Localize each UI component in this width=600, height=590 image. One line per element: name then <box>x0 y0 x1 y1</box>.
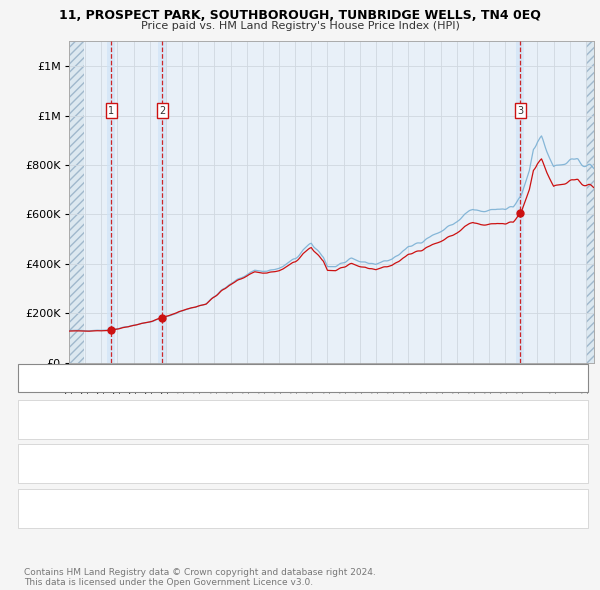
Bar <box>69 41 83 363</box>
Text: 11, PROSPECT PARK, SOUTHBOROUGH, TUNBRIDGE WELLS, TN4 0EQ (detached house): 11, PROSPECT PARK, SOUTHBOROUGH, TUNBRID… <box>78 367 505 377</box>
Text: 11% ↓ HPI: 11% ↓ HPI <box>360 458 419 468</box>
Bar <box>516 41 524 363</box>
Text: 2: 2 <box>29 458 37 468</box>
Text: Price paid vs. HM Land Registry's House Price Index (HPI): Price paid vs. HM Land Registry's House … <box>140 21 460 31</box>
Bar <box>158 41 166 363</box>
Text: ─────: ───── <box>33 379 71 392</box>
Text: ─────: ───── <box>33 365 71 378</box>
Text: 9% ↓ HPI: 9% ↓ HPI <box>360 414 413 424</box>
Text: 18-AUG-1995: 18-AUG-1995 <box>60 414 134 424</box>
Text: 22% ↓ HPI: 22% ↓ HPI <box>360 503 419 513</box>
Text: 11, PROSPECT PARK, SOUTHBOROUGH, TUNBRIDGE WELLS, TN4 0EQ: 11, PROSPECT PARK, SOUTHBOROUGH, TUNBRID… <box>59 9 541 22</box>
Text: 1: 1 <box>29 414 37 424</box>
Text: 3: 3 <box>517 106 523 116</box>
Text: 07-OCT-1998: 07-OCT-1998 <box>60 458 133 468</box>
Bar <box>107 41 115 363</box>
Text: 2: 2 <box>159 106 166 116</box>
Text: £182,500: £182,500 <box>240 458 293 468</box>
Text: 1: 1 <box>109 106 115 116</box>
Text: 30-NOV-2020: 30-NOV-2020 <box>60 503 134 513</box>
Bar <box>586 41 594 363</box>
Text: £605,000: £605,000 <box>240 503 293 513</box>
Text: Contains HM Land Registry data © Crown copyright and database right 2024.
This d: Contains HM Land Registry data © Crown c… <box>24 568 376 587</box>
Text: HPI: Average price, detached house, Tunbridge Wells: HPI: Average price, detached house, Tunb… <box>78 381 336 390</box>
Text: £132,500: £132,500 <box>240 414 293 424</box>
Text: 3: 3 <box>29 503 37 513</box>
